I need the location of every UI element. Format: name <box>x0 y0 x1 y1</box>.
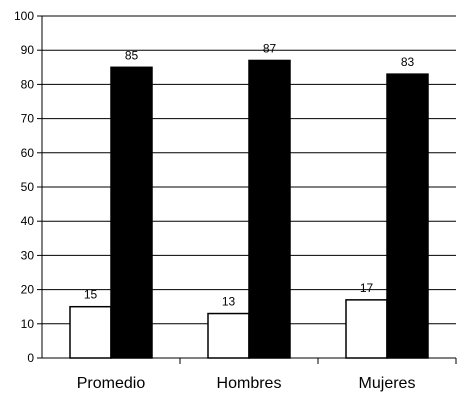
axes <box>37 15 457 364</box>
y-tick-label: 40 <box>21 214 35 228</box>
y-tick-label: 50 <box>21 180 35 194</box>
bar <box>110 66 153 359</box>
data-label: 85 <box>125 48 139 62</box>
x-category-label: Promedio <box>77 375 146 392</box>
y-tick-label: 0 <box>27 351 34 365</box>
x-category-label: Hombres <box>217 375 282 392</box>
bar <box>69 305 112 359</box>
bars <box>69 59 429 359</box>
y-tick-labels: 0 10 20 30 40 50 60 70 80 90 100 <box>14 9 34 365</box>
y-tick-label: 20 <box>21 283 35 297</box>
y-tick-label: 90 <box>21 43 35 57</box>
data-label: 83 <box>401 55 415 69</box>
x-category-label: Mujeres <box>359 375 416 392</box>
y-tick-label: 30 <box>21 248 35 262</box>
data-labels: 15 85 13 87 17 83 <box>84 41 415 308</box>
bar <box>248 59 291 359</box>
y-tick-label: 80 <box>21 77 35 91</box>
x-tick-labels: Promedio Hombres Mujeres <box>77 375 416 392</box>
bar <box>386 73 429 359</box>
data-label: 87 <box>263 41 277 55</box>
y-tick-label: 70 <box>21 112 35 126</box>
data-label: 13 <box>222 295 236 309</box>
y-tick-label: 60 <box>21 146 35 160</box>
bar <box>207 312 250 359</box>
data-label: 15 <box>84 288 98 302</box>
data-label: 17 <box>360 281 374 295</box>
y-tick-label: 10 <box>21 317 35 331</box>
bar <box>345 299 388 359</box>
y-tick-label: 100 <box>14 9 34 23</box>
